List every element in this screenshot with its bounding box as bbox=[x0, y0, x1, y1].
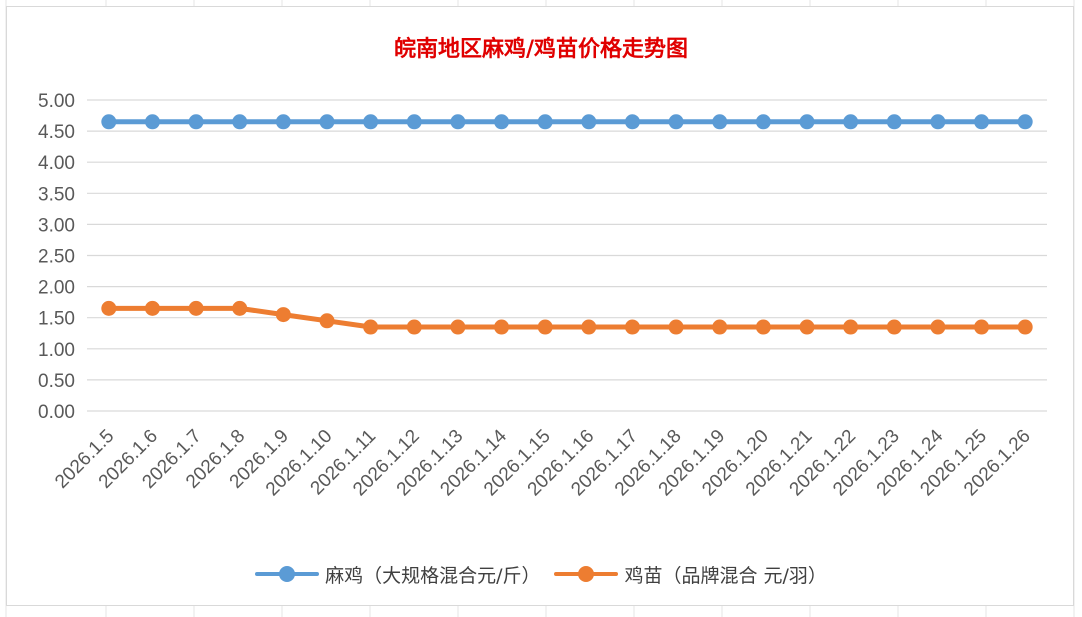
chart-title: 皖南地区麻鸡/鸡苗价格走势图 bbox=[393, 36, 689, 62]
y-tick-label: 1.50 bbox=[38, 309, 75, 330]
series-1-point bbox=[363, 114, 379, 130]
series-1-point bbox=[1017, 114, 1033, 130]
legend-marker-series-1 bbox=[255, 564, 320, 584]
series-1-point bbox=[406, 114, 422, 130]
series-2-point bbox=[668, 319, 684, 335]
y-tick-label: 2.00 bbox=[38, 278, 75, 299]
series-2-point bbox=[319, 313, 335, 329]
legend-item-series-2: 鸡苗（品牌混合 元/羽） bbox=[554, 561, 827, 588]
series-2-point bbox=[232, 300, 248, 316]
series-2-point bbox=[886, 319, 902, 335]
series-1-point bbox=[886, 114, 902, 130]
series-1-point bbox=[494, 114, 510, 130]
series-2-point bbox=[406, 319, 422, 335]
series-2-point bbox=[275, 307, 291, 323]
series-1-point bbox=[668, 114, 684, 130]
chart-container[interactable]: 皖南地区麻鸡/鸡苗价格走势图 0.00 0.50 1.00 1.50 2.00 2.50 3… bbox=[6, 6, 1074, 606]
line-chart-plot: 0.00 0.50 1.00 1.50 2.00 2.50 3.00 3.50 4.00 4.50… bbox=[38, 91, 1047, 500]
y-tick-label: 2.50 bbox=[38, 247, 75, 268]
y-tick-label: 3.00 bbox=[38, 215, 75, 236]
series-2-point bbox=[799, 319, 815, 335]
series-1-point bbox=[974, 114, 990, 130]
legend-label-series-2: 鸡苗（品牌混合 元/羽） bbox=[624, 564, 827, 587]
series-2-point bbox=[363, 319, 379, 335]
series-line-2 bbox=[106, 305, 1028, 330]
series-1-point bbox=[799, 114, 815, 130]
series-1-point bbox=[712, 114, 728, 130]
y-tick-label: 4.00 bbox=[38, 153, 75, 174]
legend-marker-series-2 bbox=[554, 564, 619, 584]
series-2-point bbox=[188, 300, 204, 316]
series-1-point bbox=[537, 114, 553, 130]
series-2-point bbox=[843, 319, 859, 335]
series-1-point bbox=[101, 114, 117, 130]
y-tick-label: 4.50 bbox=[38, 122, 75, 143]
legend-item-series-1: 麻鸡（大规格混合元/斤） bbox=[255, 561, 540, 588]
y-tick-label: 5.00 bbox=[38, 91, 75, 112]
series-1-point bbox=[581, 114, 597, 130]
series-1-point bbox=[843, 114, 859, 130]
chart-legend: 麻鸡（大规格混合元/斤） 鸡苗（品牌混合 元/羽） bbox=[7, 559, 1075, 589]
series-2-point bbox=[450, 319, 466, 335]
series-2-point bbox=[930, 319, 946, 335]
series-2-point bbox=[624, 319, 640, 335]
series-2-point bbox=[1017, 319, 1033, 335]
y-tick-label: 0.50 bbox=[38, 371, 75, 392]
series-1-point bbox=[275, 114, 291, 130]
series-1-point bbox=[188, 114, 204, 130]
series-2-point bbox=[537, 319, 553, 335]
series-1-point bbox=[319, 114, 335, 130]
y-tick-label: 3.50 bbox=[38, 184, 75, 205]
series-2-point bbox=[494, 319, 510, 335]
series-2-point bbox=[101, 300, 117, 316]
series-2-point bbox=[974, 319, 990, 335]
series-2-point bbox=[712, 319, 728, 335]
series-1-point bbox=[755, 114, 771, 130]
series-1-point bbox=[450, 114, 466, 130]
y-tick-label: 1.00 bbox=[38, 340, 75, 361]
series-1-point bbox=[232, 114, 248, 130]
series-1-point bbox=[144, 114, 160, 130]
series-2-point bbox=[581, 319, 597, 335]
series-2-point bbox=[144, 300, 160, 316]
series-1-point bbox=[930, 114, 946, 130]
legend-label-series-1: 麻鸡（大规格混合元/斤） bbox=[325, 564, 541, 587]
series-2-point bbox=[755, 319, 771, 335]
series-1-point bbox=[624, 114, 640, 130]
y-tick-label: 0.00 bbox=[38, 402, 75, 423]
